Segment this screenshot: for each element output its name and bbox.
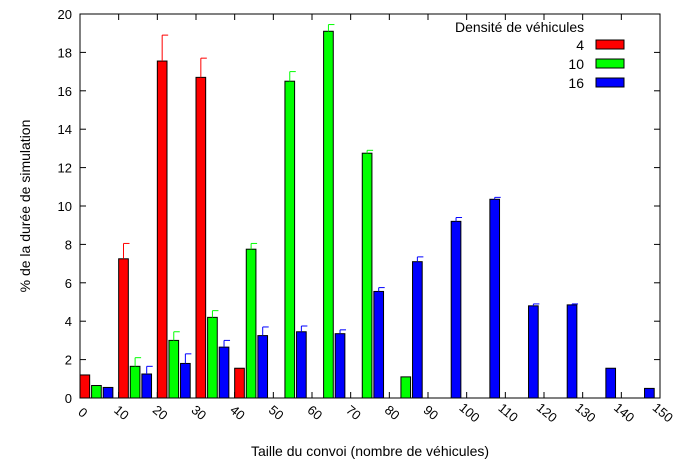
y-tick-label: 10 — [58, 199, 72, 214]
y-tick-label: 0 — [65, 391, 72, 406]
x-tick-label: 130 — [572, 400, 598, 425]
bar — [245, 248, 257, 399]
legend: Densité de véhicules 4 10 16 — [455, 19, 625, 91]
bar — [296, 331, 307, 399]
bar — [234, 367, 245, 399]
x-tick-label: 110 — [495, 400, 521, 425]
bar — [168, 339, 180, 399]
legend-title: Densité de véhicules — [455, 19, 584, 35]
bar — [566, 304, 578, 399]
legend-swatch — [595, 39, 625, 50]
x-tick-label: 20 — [150, 402, 171, 423]
x-tick-label: 30 — [189, 402, 210, 423]
y-tick-label: 2 — [65, 353, 72, 368]
y-tick-label: 16 — [58, 84, 72, 99]
bar — [489, 198, 501, 399]
bar — [218, 346, 230, 399]
x-tick-label: 10 — [111, 402, 132, 423]
bar — [644, 387, 655, 399]
y-tick-label: 20 — [58, 7, 72, 22]
bar — [156, 60, 168, 399]
bar — [79, 374, 91, 399]
y-tick-label: 6 — [65, 276, 72, 291]
x-tick-label: 90 — [421, 402, 442, 423]
x-tick-label: 80 — [382, 402, 403, 423]
bar — [118, 258, 129, 399]
legend-swatch — [595, 77, 625, 88]
bar — [284, 80, 296, 399]
bar — [334, 333, 346, 399]
bar — [361, 152, 373, 399]
x-tick-label: 50 — [266, 402, 287, 423]
y-tick-label: 12 — [58, 161, 72, 176]
bar — [257, 335, 269, 399]
bar — [102, 386, 114, 399]
bars-group — [79, 24, 655, 399]
legend-swatch — [595, 58, 625, 69]
x-tick-label: 150 — [650, 400, 673, 425]
x-axis-title: Taille du convoi (nombre de véhicules) — [251, 443, 489, 459]
y-tick-label: 18 — [58, 45, 72, 60]
bar — [129, 365, 141, 399]
bar — [605, 367, 617, 399]
legend-label: 16 — [568, 75, 584, 91]
x-tick-label: 120 — [534, 400, 560, 425]
bar — [91, 385, 102, 399]
bar — [207, 316, 218, 399]
y-tick-label: 4 — [65, 314, 72, 329]
bar — [450, 220, 462, 399]
x-tick-label: 100 — [456, 400, 482, 425]
y-tick-label: 14 — [58, 122, 72, 137]
y-axis-title: % de la durée de simulation — [17, 120, 33, 293]
x-tick-label: 70 — [343, 402, 364, 423]
x-tick-label: 40 — [227, 402, 248, 423]
bar — [412, 261, 423, 399]
bar — [141, 373, 153, 399]
legend-label: 10 — [568, 56, 584, 72]
x-tick-label: 140 — [611, 400, 637, 425]
bar — [323, 30, 334, 399]
x-tick-label: 0 — [75, 404, 90, 420]
x-tick-label: 60 — [305, 402, 326, 423]
y-axis: 0 2 4 6 8 10 12 14 16 18 20 — [58, 7, 660, 406]
y-tick-label: 8 — [65, 237, 72, 252]
bar — [528, 305, 539, 399]
bar — [180, 362, 191, 399]
bar — [195, 76, 207, 399]
legend-label: 4 — [576, 37, 584, 53]
bar — [373, 290, 385, 399]
bar — [400, 376, 412, 399]
